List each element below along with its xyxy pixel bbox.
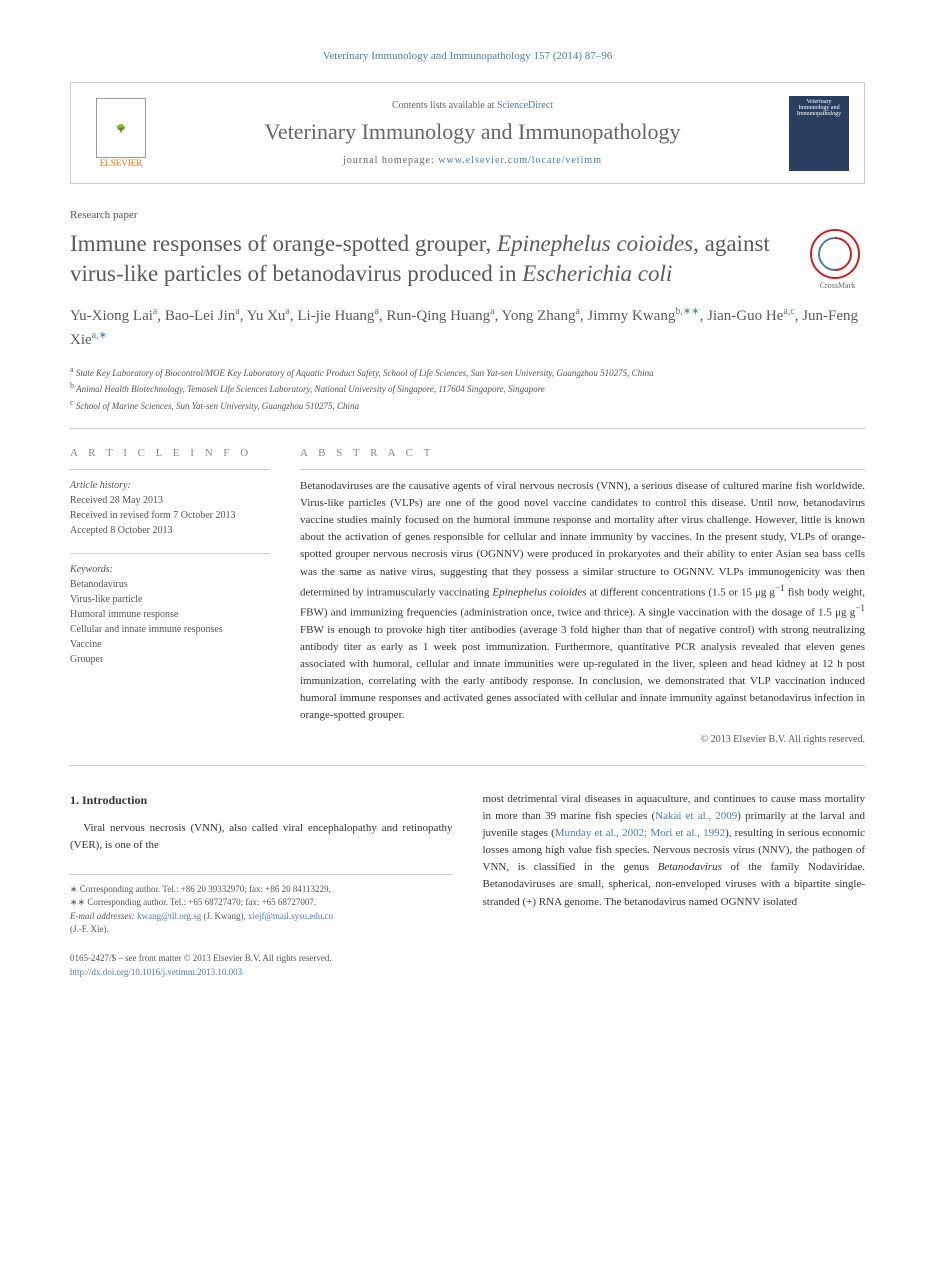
history-accepted: Accepted 8 October 2013	[70, 523, 270, 538]
affiliation-b: b Animal Health Biotechnology, Temasek L…	[70, 380, 865, 397]
issn-copyright-line: 0165-2427/$ – see front matter © 2013 El…	[70, 952, 453, 966]
footer-meta: 0165-2427/$ – see front matter © 2013 El…	[70, 952, 453, 980]
affiliations-block: a State Key Laboratory of Biocontrol/MOE…	[70, 364, 865, 430]
journal-homepage-link[interactable]: www.elsevier.com/locate/vetimm	[438, 155, 602, 166]
email-label: E-mail addresses:	[70, 911, 137, 921]
abstract-text: Betanodaviruses are the causative agents…	[300, 469, 865, 724]
authors-list: Yu-Xiong Laia, Bao-Lei Jina, Yu Xua, Li-…	[70, 304, 865, 352]
crossmark-label: CrossMark	[810, 281, 865, 290]
article-info-column: A R T I C L E I N F O Article history: R…	[70, 447, 270, 745]
affiliation-a: a State Key Laboratory of Biocontrol/MOE…	[70, 364, 865, 381]
journal-title: Veterinary Immunology and Immunopatholog…	[156, 119, 789, 145]
footnote-corr2: ∗∗ Corresponding author. Tel.: +65 68727…	[70, 896, 453, 910]
paper-type-label: Research paper	[70, 209, 865, 221]
journal-header-box: 🌳 ELSEVIER Contents lists available at S…	[70, 82, 865, 184]
homepage-prefix: journal homepage:	[343, 155, 438, 166]
sciencedirect-link[interactable]: ScienceDirect	[497, 100, 553, 111]
keyword-item: Vaccine	[70, 637, 270, 652]
intro-paragraph-right: most detrimental viral diseases in aquac…	[483, 791, 866, 910]
corresponding-author-footnotes: ∗ Corresponding author. Tel.: +86 20 393…	[70, 874, 453, 937]
keyword-item: Virus-like particle	[70, 592, 270, 607]
doi-link[interactable]: http://dx.doi.org/10.1016/j.vetimm.2013.…	[70, 967, 242, 977]
article-history-block: Article history: Received 28 May 2013 Re…	[70, 469, 270, 538]
elsevier-logo: 🌳 ELSEVIER	[86, 93, 156, 173]
email-who-2: (J.-F. Xie).	[70, 924, 109, 934]
keyword-item: Betanodavirus	[70, 577, 270, 592]
journal-homepage-line: journal homepage: www.elsevier.com/locat…	[156, 155, 789, 166]
keywords-label: Keywords:	[70, 562, 270, 577]
elsevier-label: ELSEVIER	[100, 158, 143, 168]
email-link-xie[interactable]: xiejf@mail.sysu.edu.cn	[248, 911, 333, 921]
elsevier-tree-icon: 🌳	[96, 98, 146, 158]
article-history-label: Article history:	[70, 478, 270, 493]
title-part-2: Epinephelus coioides	[497, 231, 693, 256]
title-part-4: Escherichia coli	[522, 261, 672, 286]
title-part-1: Immune responses of orange-spotted group…	[70, 231, 497, 256]
footnote-corr1: ∗ Corresponding author. Tel.: +86 20 393…	[70, 883, 453, 897]
abstract-copyright: © 2013 Elsevier B.V. All rights reserved…	[300, 734, 865, 745]
history-revised: Received in revised form 7 October 2013	[70, 508, 270, 523]
keyword-item: Humoral immune response	[70, 607, 270, 622]
keyword-item: Grouper	[70, 652, 270, 667]
crossmark-icon	[810, 229, 860, 279]
history-received: Received 28 May 2013	[70, 493, 270, 508]
body-column-left: 1. Introduction Viral nervous necrosis (…	[70, 791, 453, 980]
paper-title: Immune responses of orange-spotted group…	[70, 229, 790, 289]
contents-prefix: Contents lists available at	[392, 100, 497, 111]
contents-available-line: Contents lists available at ScienceDirec…	[156, 100, 789, 111]
intro-paragraph-left: Viral nervous necrosis (VNN), also calle…	[70, 820, 453, 854]
crossmark-widget[interactable]: CrossMark	[810, 229, 865, 290]
abstract-heading: A B S T R A C T	[300, 447, 865, 459]
abstract-column: A B S T R A C T Betanodaviruses are the …	[300, 447, 865, 745]
email-link-kwang[interactable]: kwang@tll.org.sg	[137, 911, 201, 921]
keyword-item: Cellular and innate immune responses	[70, 622, 270, 637]
email-who-1: (J. Kwang),	[201, 911, 248, 921]
journal-cover-thumbnail: Veterinary Immunology and Immunopatholog…	[789, 96, 849, 171]
intro-heading: 1. Introduction	[70, 791, 453, 810]
affiliation-c: c School of Marine Sciences, Sun Yat-sen…	[70, 397, 865, 414]
journal-reference: Veterinary Immunology and Immunopatholog…	[70, 50, 865, 62]
keywords-block: Keywords: Betanodavirus Virus-like parti…	[70, 553, 270, 667]
body-column-right: most detrimental viral diseases in aquac…	[483, 791, 866, 980]
article-info-heading: A R T I C L E I N F O	[70, 447, 270, 459]
footnote-emails: E-mail addresses: kwang@tll.org.sg (J. K…	[70, 910, 453, 937]
